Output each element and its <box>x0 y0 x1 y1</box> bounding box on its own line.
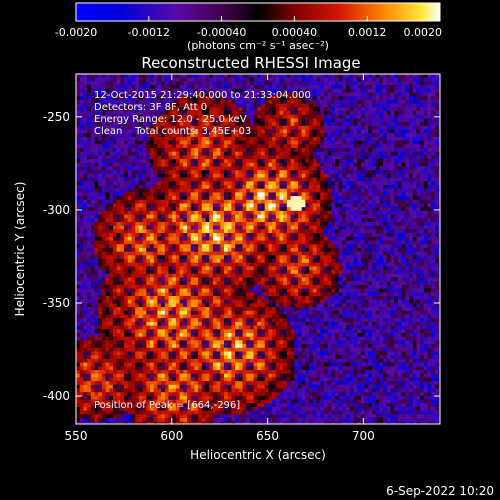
y-tick-label: -400 <box>43 389 70 403</box>
y-tick-label: -250 <box>43 110 70 124</box>
annotation-time-range: 12-Oct-2015 21:29:40.000 to 21:33:04.000 <box>94 90 311 101</box>
x-axis-label: Heliocentric X (arcsec) <box>190 448 326 462</box>
colorbar-tick-label: -0.0020 <box>55 26 97 39</box>
x-tick-label: 600 <box>160 429 183 443</box>
x-tick-label: 550 <box>65 429 88 443</box>
y-tick-label: -300 <box>43 203 70 217</box>
plot-frame <box>75 73 441 425</box>
colorbar-tick-label: 0.0012 <box>348 26 387 39</box>
x-tick-label: 700 <box>352 429 375 443</box>
colorbar-tick-label: 0.00040 <box>272 26 318 39</box>
heatmap-plot <box>76 74 440 424</box>
footer-timestamp: 6-Sep-2022 10:20 <box>386 484 494 498</box>
colorbar-tick-label: 0.0020 <box>404 26 443 39</box>
y-axis-label: Heliocentric Y (arcsec) <box>13 182 27 317</box>
x-tick-label: 650 <box>256 429 279 443</box>
annotation-peak-position: Position of Peak = [664,-296] <box>94 400 240 411</box>
annotation-detectors: Detectors: 3F 8F, Att 0 <box>94 102 207 113</box>
colorbar-unit-label: (photons cm⁻² s⁻¹ asec⁻²) <box>187 39 329 52</box>
colorbar-tick-label: -0.00040 <box>197 26 246 39</box>
chart-title: Reconstructed RHESSI Image <box>141 54 360 72</box>
annotation-clean-counts: Clean Total counts: 3.45E+03 <box>94 126 251 137</box>
axis-ticks: 550 600 650 700 -250 -300 -350 -400 <box>43 74 440 443</box>
y-tick-label: -350 <box>43 296 70 310</box>
colorbar-tick-label: -0.0012 <box>128 26 170 39</box>
colorbar-ticks: -0.0020 -0.0012 -0.00040 0.00040 0.0012 0.002… <box>55 16 442 39</box>
annotation-energy-range: Energy Range: 12.0 - 25.0 keV <box>94 114 247 125</box>
colorbar <box>75 2 441 22</box>
